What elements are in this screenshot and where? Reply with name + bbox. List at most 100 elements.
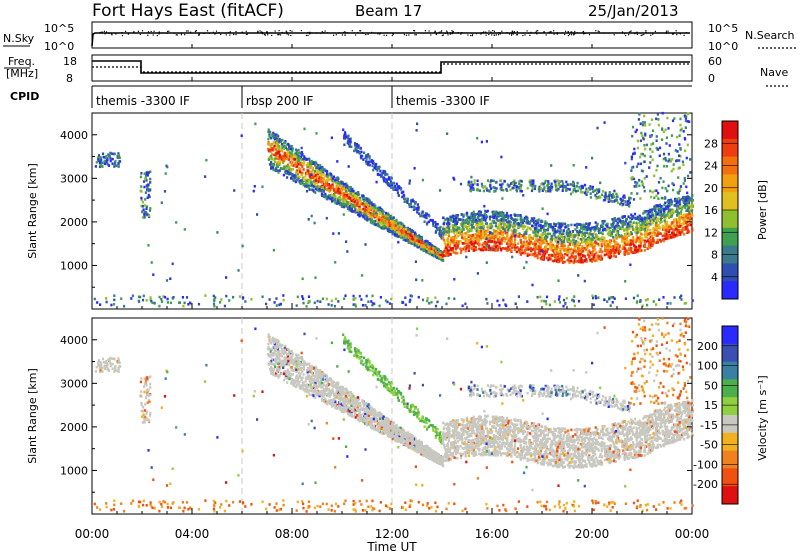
- power-cell: [424, 220, 426, 223]
- power-cell: [356, 209, 358, 212]
- power-cell: [612, 236, 614, 239]
- noise-search-dot: [643, 34, 644, 35]
- power-cell: [450, 229, 452, 232]
- cpid-label: CPID: [10, 90, 39, 103]
- power-cell: [635, 222, 637, 225]
- power-cell: [566, 254, 568, 257]
- noise-search-dot: [543, 32, 544, 33]
- power-cell: [315, 179, 317, 182]
- power-cell: [288, 158, 290, 161]
- noise-right-tick-top: 10^5: [708, 22, 738, 35]
- noise-search-dot: [499, 32, 500, 33]
- noise-search-dot: [577, 32, 578, 33]
- power-cell: [450, 248, 452, 251]
- noise-search-dot: [447, 32, 448, 33]
- power-cell: [581, 245, 583, 248]
- power-cell: [662, 235, 664, 238]
- noise-search-dot: [624, 33, 625, 34]
- noise-search-dot: [393, 34, 394, 35]
- power-cell: [378, 219, 380, 222]
- power-cell: [352, 204, 354, 207]
- power-cell: [468, 246, 470, 249]
- power-cell: [569, 233, 571, 236]
- power-cell: [535, 255, 537, 258]
- power-cell: [298, 178, 300, 181]
- power-cell: [664, 220, 666, 223]
- power-cell: [418, 212, 420, 215]
- power-cell: [405, 228, 407, 231]
- power-cell: [692, 199, 694, 202]
- power-cell: [660, 217, 662, 220]
- noise-search-dot: [491, 34, 492, 35]
- noise-search-dot: [365, 34, 366, 35]
- power-cell: [112, 158, 114, 161]
- power-cell: [510, 217, 512, 220]
- power-cell: [463, 242, 465, 245]
- power-cell: [405, 239, 407, 242]
- noise-search-dot: [128, 34, 129, 35]
- power-cell: [140, 185, 142, 188]
- power-cell: [534, 243, 536, 246]
- noise-search-dot: [102, 32, 103, 33]
- power-cell: [471, 224, 473, 227]
- noise-search-dot: [425, 30, 426, 31]
- noise-search-dot: [430, 34, 431, 35]
- power-cell: [418, 240, 420, 243]
- power-cell: [535, 223, 537, 226]
- noise-search-dot: [684, 35, 685, 36]
- power-cell: [416, 235, 418, 238]
- noise-search-dot: [104, 33, 105, 34]
- power-cell: [498, 241, 500, 244]
- power-cell: [412, 230, 414, 233]
- power-cell: [363, 213, 365, 216]
- power-cell: [281, 157, 283, 160]
- power-cell: [276, 161, 278, 164]
- power-cell: [366, 219, 368, 222]
- power-cell: [668, 210, 670, 213]
- power-cell: [652, 208, 654, 211]
- noise-search-dot: [357, 32, 358, 33]
- noise-search-dot: [216, 31, 217, 32]
- noise-search-dot: [282, 32, 283, 33]
- power-cell: [352, 196, 354, 199]
- power-cell: [310, 163, 312, 166]
- power-cell: [416, 239, 418, 242]
- noise-search-dot: [265, 35, 266, 36]
- noise-search-dot: [316, 32, 317, 33]
- power-cell: [359, 211, 361, 214]
- power-cell: [409, 205, 411, 208]
- power-cell: [603, 237, 605, 240]
- power-cell: [434, 221, 436, 224]
- power-cell: [368, 207, 370, 210]
- noise-search-dot: [173, 33, 174, 34]
- power-cell: [382, 216, 384, 219]
- power-cell: [306, 172, 308, 175]
- power-cell: [145, 207, 147, 210]
- power-cell: [517, 226, 519, 229]
- power-cell: [291, 164, 293, 167]
- power-cell: [546, 257, 548, 260]
- noise-search-dot: [535, 32, 536, 33]
- noise-search-dot: [529, 35, 530, 36]
- noise-search-dot: [108, 33, 109, 34]
- noise-search-dot: [233, 34, 234, 35]
- power-cell: [431, 251, 433, 254]
- power-cell: [570, 240, 572, 243]
- power-cell: [103, 156, 105, 159]
- freq-left-tick-bottom: 8: [66, 72, 73, 85]
- noise-search-dot: [628, 34, 629, 35]
- power-cell: [276, 135, 278, 138]
- power-cell: [398, 194, 400, 197]
- power-cell: [526, 229, 528, 232]
- power-cell: [624, 244, 626, 247]
- power-cell: [613, 246, 615, 249]
- noise-search-dot: [344, 31, 345, 32]
- power-cell: [276, 139, 278, 142]
- power-cell: [438, 249, 440, 252]
- noise-search-dot: [603, 33, 604, 34]
- noise-search-dot: [511, 33, 512, 34]
- power-cell: [520, 246, 522, 249]
- noise-search-dot: [125, 31, 126, 32]
- noise-search-dot: [488, 30, 489, 31]
